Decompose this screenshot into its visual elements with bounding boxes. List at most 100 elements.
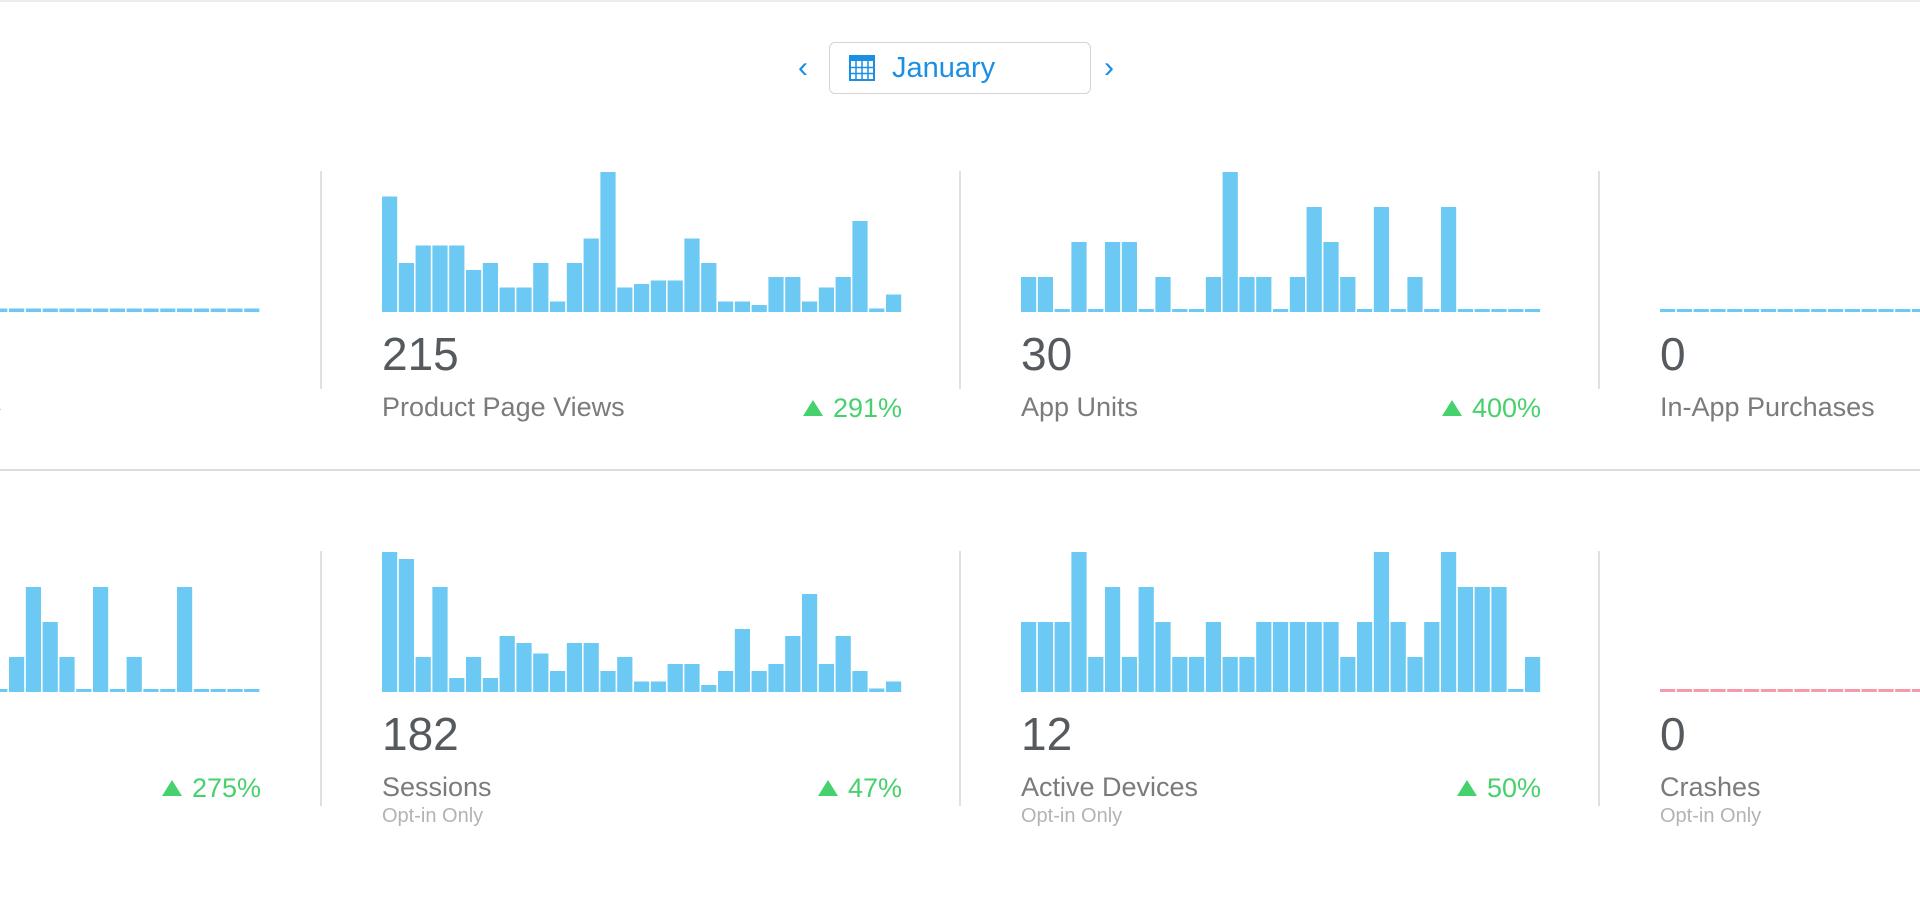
- chart-bar: [1289, 622, 1305, 692]
- chart-bar: [1828, 309, 1844, 312]
- chart-bar: [1222, 657, 1238, 692]
- month-label: January: [892, 51, 996, 84]
- chart-bar: [143, 308, 159, 312]
- chart-bar: [93, 308, 109, 312]
- chart-bar: [1239, 277, 1255, 312]
- chart-bar: [398, 263, 414, 312]
- chart-bar: [143, 689, 159, 692]
- chart-bar: [1895, 689, 1911, 692]
- chart-bar: [109, 308, 125, 312]
- chart-bar: [1138, 587, 1154, 692]
- chart-bar: [1491, 587, 1507, 692]
- bar-chart: [382, 552, 902, 692]
- chart-bar: [835, 277, 851, 312]
- bar-chart: [382, 172, 902, 312]
- chart-bar: [432, 245, 448, 312]
- chart-bar: [818, 287, 834, 312]
- chart-bar: [0, 689, 8, 692]
- chart-bar: [835, 636, 851, 692]
- metric-card-in-app-purchases[interactable]: 0 In-App Purchases: [1660, 172, 1920, 472]
- chart-bar: [1727, 689, 1743, 692]
- metric-card-product-page-views[interactable]: 215 Product Page Views 291%: [382, 172, 902, 472]
- chart-bar: [109, 689, 125, 692]
- metric-value: 0: [1660, 328, 1686, 380]
- up-arrow-icon: [802, 400, 823, 416]
- chart-bar: [1457, 309, 1473, 312]
- metric-card-partial[interactable]: [0, 172, 261, 472]
- chart-bar: [667, 664, 683, 692]
- bar-chart: [1021, 552, 1541, 692]
- change-indicator: 400%: [1441, 392, 1541, 424]
- chart-bar: [684, 238, 700, 312]
- chart-bar: [1895, 309, 1911, 312]
- bar-chart: [0, 308, 260, 312]
- chart-bar: [1407, 277, 1423, 312]
- chart-bar: [1306, 207, 1322, 312]
- chart-bar: [1457, 587, 1473, 692]
- chart-bar: [398, 559, 414, 692]
- chart-bar: [466, 657, 482, 692]
- change-percent: 50%: [1486, 773, 1541, 803]
- metric-card-partial[interactable]: 275%: [0, 552, 261, 852]
- bar-chart: [1660, 689, 1920, 692]
- metric-card-active-devices[interactable]: 12 Active Devices Opt-in Only 50%: [1021, 552, 1541, 852]
- chart-bar: [886, 294, 902, 312]
- chart-bar: [76, 308, 92, 312]
- chart-bar: [1105, 242, 1121, 312]
- chart-bar: [1441, 552, 1457, 692]
- chart-bar: [1239, 657, 1255, 692]
- metric-value: 215: [382, 328, 459, 380]
- chart-bar: [1088, 309, 1104, 312]
- up-arrow-icon: [161, 780, 182, 796]
- metric-label: Crashes: [1660, 772, 1761, 802]
- metric-card-crashes[interactable]: 0 Crashes Opt-in Only: [1660, 552, 1920, 852]
- chart-bar: [1323, 242, 1339, 312]
- chart-bar: [1407, 657, 1423, 692]
- chart-bar: [852, 221, 868, 312]
- chart-bar: [634, 284, 650, 312]
- metric-card-sessions[interactable]: 182 Sessions Opt-in Only 47%: [382, 552, 902, 852]
- chart-bar: [499, 636, 515, 692]
- chart-bar: [1357, 622, 1373, 692]
- change-percent: 47%: [847, 773, 902, 803]
- chart-bar: [382, 552, 398, 692]
- chart-bar: [415, 657, 431, 692]
- chart-bar: [1760, 309, 1776, 312]
- chart-bar: [869, 688, 885, 692]
- month-picker[interactable]: January: [829, 42, 1091, 94]
- column-divider: [959, 551, 961, 806]
- chart-bar: [1912, 309, 1920, 312]
- chart-bar: [210, 689, 226, 692]
- chart-bar: [1710, 689, 1726, 692]
- chart-bar: [1878, 689, 1894, 692]
- chart-bar: [1760, 689, 1776, 692]
- chart-bar: [1676, 689, 1692, 692]
- chart-bar: [1390, 622, 1406, 692]
- calendar-icon: [849, 55, 875, 81]
- chart-bar: [1508, 309, 1524, 312]
- chart-bar: [1357, 309, 1373, 312]
- previous-month-button[interactable]: ‹: [798, 51, 808, 84]
- chart-bar: [25, 587, 41, 692]
- chart-bar: [516, 287, 532, 312]
- up-arrow-icon: [1441, 400, 1462, 416]
- chart-bar: [177, 308, 193, 312]
- chart-bar: [1844, 689, 1860, 692]
- bar-chart: [0, 587, 260, 692]
- chart-bar: [1222, 172, 1238, 312]
- chart-bar: [126, 657, 142, 692]
- chart-bar: [583, 238, 599, 312]
- column-divider: [1598, 551, 1600, 806]
- chart-bar: [1811, 309, 1827, 312]
- placeholder-mark: [0, 409, 1, 410]
- next-month-button[interactable]: ›: [1104, 51, 1114, 84]
- chart-bar: [1021, 622, 1037, 692]
- chart-bar: [533, 653, 549, 692]
- chart-bar: [1660, 689, 1676, 692]
- chart-bar: [1273, 622, 1289, 692]
- chart-bar: [751, 305, 767, 312]
- metric-card-app-units[interactable]: 30 App Units 400%: [1021, 172, 1541, 472]
- change-indicator: 291%: [802, 392, 902, 424]
- chart-bar: [1205, 622, 1221, 692]
- chart-bar: [1693, 689, 1709, 692]
